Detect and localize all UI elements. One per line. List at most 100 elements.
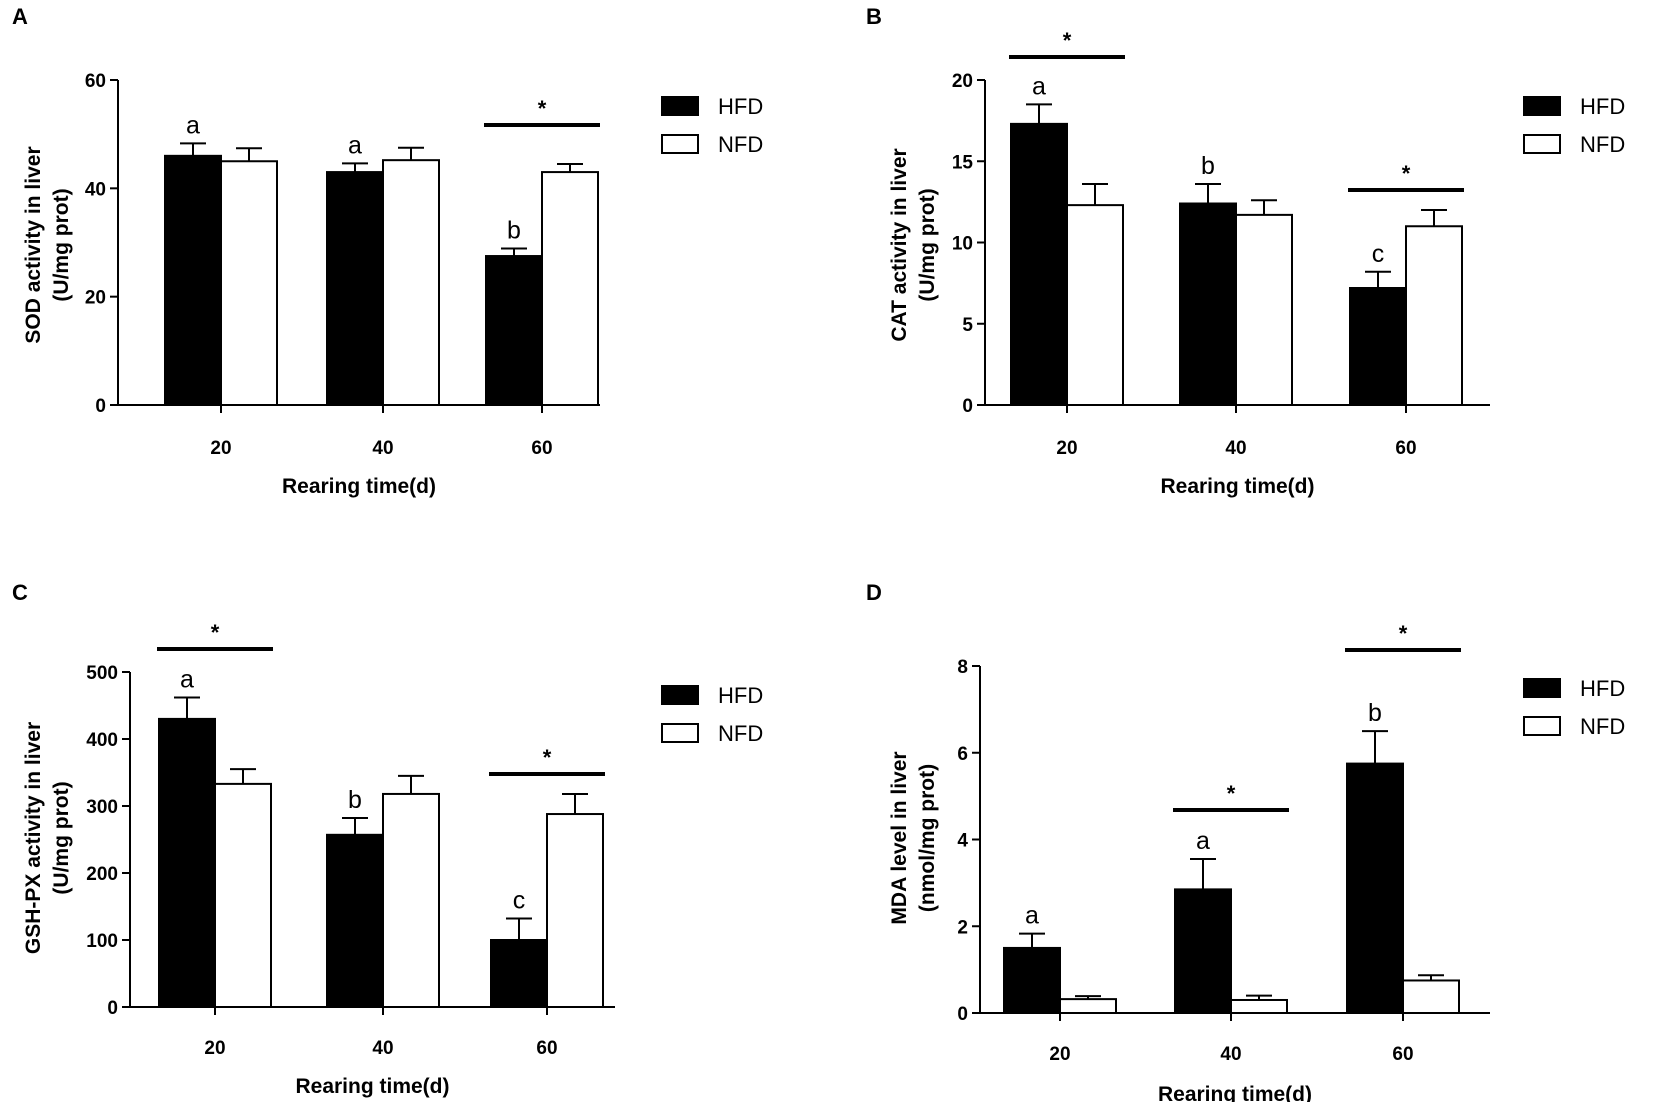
significance-letter: c (1372, 240, 1385, 268)
significance-letter: b (1201, 152, 1215, 180)
legend-swatch-nfd (661, 723, 699, 743)
legend-label-hfd: HFD (718, 94, 763, 119)
legend-swatch-nfd (1523, 134, 1561, 154)
significance-letter: c (513, 887, 526, 915)
y-tick-label: 0 (957, 1004, 968, 1025)
x-tick-label: 20 (210, 438, 231, 459)
panel-d: D 0 2 4 6 8 20 40 60 Rearing time(d) MDA level in … (866, 580, 1625, 1102)
bar-hfd (164, 154, 222, 406)
significance-letter: a (1032, 72, 1046, 100)
y-axis-title: CAT activity in liver (U/mg prot) (888, 148, 939, 341)
bar-nfd (382, 792, 440, 1008)
y-tick-label: 20 (85, 288, 106, 309)
panel-a: A 0 20 40 60 20 40 60 Rearing time(d) SOD activit… (12, 4, 763, 498)
bar-nfd (1066, 204, 1124, 406)
x-tick-label: 60 (536, 1038, 557, 1059)
y-axis-title: GSH-PX activity in liver (U/mg prot) (22, 722, 73, 954)
bar-nfd (214, 782, 272, 1009)
bar-hfd (326, 833, 384, 1008)
legend-label-hfd: HFD (1580, 94, 1625, 119)
significance-letter: b (348, 786, 362, 814)
y-tick-label: 0 (95, 396, 106, 417)
y-axis-title-line: (U/mg prot) (50, 781, 73, 894)
bar-hfd (1349, 287, 1407, 406)
panel-letter: A (12, 4, 28, 29)
y-tick-label: 40 (85, 179, 106, 200)
y-tick-label: 20 (952, 71, 973, 92)
legend-label-hfd: HFD (718, 683, 763, 708)
bar-nfd (382, 159, 440, 406)
panel-letter: C (12, 580, 28, 605)
y-axis-title-line: (nmol/mg prot) (916, 764, 939, 912)
y-tick-label: 4 (957, 831, 968, 852)
bar-hfd (1174, 888, 1232, 1014)
y-tick-label: 60 (85, 71, 106, 92)
bar-nfd (1059, 998, 1117, 1014)
y-tick-label: 2 (957, 917, 968, 938)
significance-letter: a (1196, 827, 1210, 855)
x-tick-label: 40 (1220, 1044, 1241, 1065)
y-axis-title-line: (U/mg prot) (916, 188, 939, 301)
legend-swatch-hfd (1523, 678, 1561, 698)
y-axis-title: SOD activity in liver (U/mg prot) (22, 146, 73, 343)
x-axis-title: Rearing time(d) (295, 1075, 449, 1098)
y-tick-label: 400 (86, 730, 118, 751)
y-tick-label: 200 (86, 864, 118, 885)
x-axis-title: Rearing time(d) (282, 475, 436, 498)
panel-letter: D (866, 580, 882, 605)
x-tick-label: 40 (372, 438, 393, 459)
panel-c: C 0 100 200 300 400 500 20 40 60 Rearing time(d) GS… (12, 580, 763, 1098)
panel-letter: B (866, 4, 882, 29)
bar-nfd (1230, 998, 1288, 1014)
bar-nfd (1402, 979, 1460, 1014)
y-tick-label: 15 (952, 152, 974, 173)
bar-nfd (220, 160, 278, 406)
significance-letter: a (186, 111, 200, 139)
y-tick-label: 0 (962, 396, 973, 417)
x-tick-label: 60 (531, 438, 552, 459)
y-tick-label: 100 (86, 931, 118, 952)
bar-hfd (326, 171, 384, 406)
significance-star: * (211, 620, 220, 645)
significance-star: * (1063, 28, 1072, 53)
y-axis-title-line: MDA level in liver (888, 751, 911, 924)
panel-b: B 0 5 10 15 20 20 40 60 Rearing time(d) CAT activi… (866, 4, 1625, 498)
y-axis-title-line: SOD activity in liver (22, 146, 45, 343)
bar-hfd (158, 717, 216, 1009)
legend-swatch-nfd (661, 134, 699, 154)
significance-star: * (538, 96, 547, 121)
y-axis-title-line: (U/mg prot) (50, 188, 73, 301)
y-axis-title: MDA level in liver (nmol/mg prot) (888, 751, 939, 924)
legend-swatch-hfd (1523, 96, 1561, 116)
bar-nfd (546, 813, 604, 1008)
x-tick-label: 20 (1049, 1044, 1070, 1065)
y-tick-label: 5 (962, 315, 973, 336)
significance-star: * (1399, 621, 1408, 646)
significance-letter: a (180, 665, 194, 693)
bar-hfd (490, 939, 548, 1008)
bar-hfd (1003, 946, 1061, 1014)
x-tick-label: 20 (204, 1038, 225, 1059)
x-axis-title: Rearing time(d) (1160, 475, 1314, 498)
significance-letter: a (348, 131, 362, 159)
legend-label-hfd: HFD (1580, 676, 1625, 701)
legend-label-nfd: NFD (718, 721, 763, 746)
y-tick-label: 10 (952, 234, 973, 255)
x-tick-label: 40 (1225, 438, 1246, 459)
legend-label-nfd: NFD (1580, 132, 1625, 157)
bar-hfd (1179, 202, 1237, 406)
x-tick-label: 20 (1056, 438, 1077, 459)
significance-letter: a (1025, 902, 1039, 930)
x-tick-label: 40 (372, 1038, 393, 1059)
bar-nfd (1235, 213, 1293, 406)
bar-hfd (1010, 122, 1068, 406)
legend-swatch-hfd (661, 96, 699, 116)
x-axis-title: Rearing time(d) (1158, 1083, 1312, 1102)
significance-star: * (543, 745, 552, 770)
y-axis-title-line: CAT activity in liver (888, 148, 911, 341)
y-tick-label: 300 (86, 797, 118, 818)
legend-label-nfd: NFD (1580, 714, 1625, 739)
x-tick-label: 60 (1395, 438, 1416, 459)
legend-label-nfd: NFD (718, 132, 763, 157)
